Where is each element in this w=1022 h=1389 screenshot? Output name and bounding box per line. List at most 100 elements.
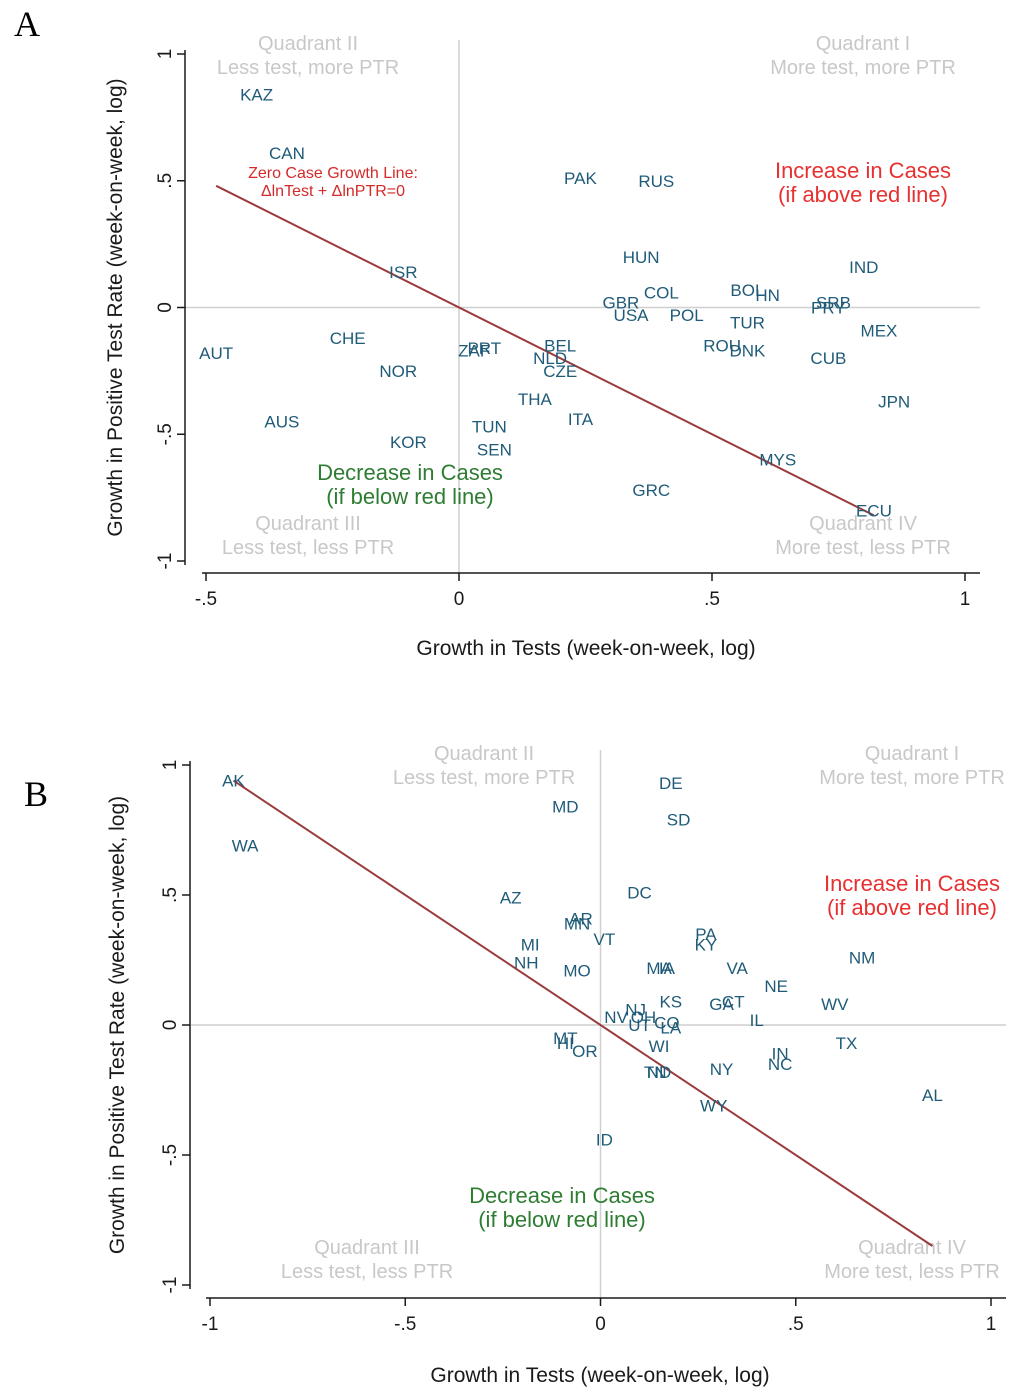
y-tick-label: -.5 [160,1144,181,1166]
x-tick-label: -1 [202,1314,219,1335]
point-label-ky: KY [695,935,718,954]
point-label-aus: AUS [264,413,299,432]
point-label-or: OR [572,1042,598,1061]
point-label-il: IL [750,1011,764,1030]
point-label-mn: MN [564,915,590,934]
quadrant-desc-q3: Less test, less PTR [281,1261,453,1283]
point-label-md: MD [552,798,578,817]
x-tick-label: 0 [595,1314,606,1335]
quadrant-label-q4: Quadrant IV [809,513,918,535]
point-label-nj: NJ [625,1000,646,1019]
y-tick-label: -1 [160,1277,181,1294]
point-label-aut: AUT [199,344,233,363]
point-label-ne: NE [764,977,788,996]
point-label-ma: MA [646,959,672,978]
x-tick-label: 1 [960,589,971,610]
decrease-sublabel: (if below red line) [326,484,494,509]
quadrant-desc-q4: More test, less PTR [824,1261,1000,1283]
point-label-bol: BOL [730,281,764,300]
x-tick-label: 0 [454,589,465,610]
decrease-label: Decrease in Cases [469,1183,655,1208]
point-label-cub: CUB [810,349,846,368]
point-label-wv: WV [821,995,849,1014]
panel-b: B -1 -.5 0 .5 1 -1 -.5 0 .5 1 Growth in Tests (wee… [24,743,1006,1387]
quadrant-desc-q1: More test, more PTR [819,767,1005,789]
x-tick-label: -.5 [195,589,217,610]
point-label-tn: TN [644,1063,667,1082]
point-label-gbr: GBR [602,293,639,312]
point-label-can: CAN [269,144,305,163]
x-axis-title: Growth in Tests (week-on-week, log) [430,1364,769,1387]
point-label-grc: GRC [632,481,670,500]
point-label-nv: NV [604,1008,628,1027]
increase-sublabel: (if above red line) [827,895,997,920]
quadrant-desc-q2: Less test, more PTR [393,767,575,789]
point-label-in: IN [772,1045,789,1064]
point-label-ita: ITA [568,410,594,429]
point-label-mo: MO [563,961,590,980]
point-label-nc: NC [768,1055,793,1074]
point-label-prt: PRT [467,339,501,358]
point-label-dc: DC [627,883,652,902]
point-label-de: DE [659,774,683,793]
plot-b: -1 -.5 0 .5 1 -1 -.5 0 .5 1 Growth in Tests (week-… [106,743,1006,1387]
point-label-nh: NH [514,954,539,973]
point-label-hi: HI [557,1034,574,1053]
point-label-wi: WI [649,1037,670,1056]
point-label-tun: TUN [472,418,507,437]
point-label-tx: TX [836,1034,858,1053]
point-label-rus: RUS [638,172,674,191]
y-tick-label: -.5 [155,423,176,445]
point-label-pak: PAK [564,169,597,188]
point-label-zaf: ZAF [458,342,490,361]
zero-case-growth-line [215,184,875,517]
point-label-ut: UT [628,1016,651,1035]
point-label-hun: HUN [623,248,660,267]
point-label-ct: CT [722,993,745,1012]
point-label-rou: ROU [703,337,741,356]
point-label-pry: PRY [811,299,846,318]
point-label-bel: BEL [544,337,576,356]
point-label-mys: MYS [759,451,796,470]
point-label-ecu: ECU [856,501,892,520]
point-label-sen: SEN [477,440,512,459]
point-label-mt: MT [553,1029,578,1048]
point-label-col: COL [644,283,679,302]
point-label-ga: GA [709,995,734,1014]
point-label-co: CO [654,1013,680,1032]
y-tick-label: .5 [155,173,176,189]
point-label-mex: MEX [861,321,898,340]
x-tick-label: .5 [704,589,720,610]
panel-a: A -.5 0 .5 1 -1 -.5 0 .5 1 Growth in Tests (week-… [14,4,980,660]
y-tick-label: 1 [155,49,176,60]
point-label-cze: CZE [543,362,577,381]
point-label-hn: HN [755,286,780,305]
increase-sublabel: (if above red line) [778,182,948,207]
quadrant-label-q3: Quadrant III [314,1237,420,1259]
increase-label: Increase in Cases [824,871,1000,896]
point-label-ar: AR [569,909,593,928]
quadrant-label-q3: Quadrant III [255,513,361,535]
y-axis-title: Growth in Positive Test Rate (week-on-we… [106,796,129,1254]
y-tick-label: -1 [155,553,176,570]
x-tick-label: -.5 [394,1314,416,1335]
point-label-nor: NOR [379,362,417,381]
point-label-che: CHE [330,329,366,348]
point-label-ak: AK [222,772,245,791]
point-label-oh: OH [631,1008,657,1027]
x-tick-label: .5 [788,1314,804,1335]
point-label-vt: VT [594,930,616,949]
quadrant-desc-q4: More test, less PTR [775,537,951,559]
y-tick-label: .5 [160,887,181,903]
point-label-isr: ISR [389,263,417,282]
point-label-nm: NM [849,948,875,967]
zero-growth-line-label: Zero Case Growth Line: [248,165,418,182]
quadrant-desc-q2: Less test, more PTR [217,57,399,79]
zero-case-growth-line [232,779,933,1247]
quadrant-desc-q1: More test, more PTR [770,57,956,79]
point-label-nld: NLD [533,349,567,368]
increase-label: Increase in Cases [775,158,951,183]
panel-b-letter: B [24,774,48,814]
point-label-usa: USA [614,306,650,325]
